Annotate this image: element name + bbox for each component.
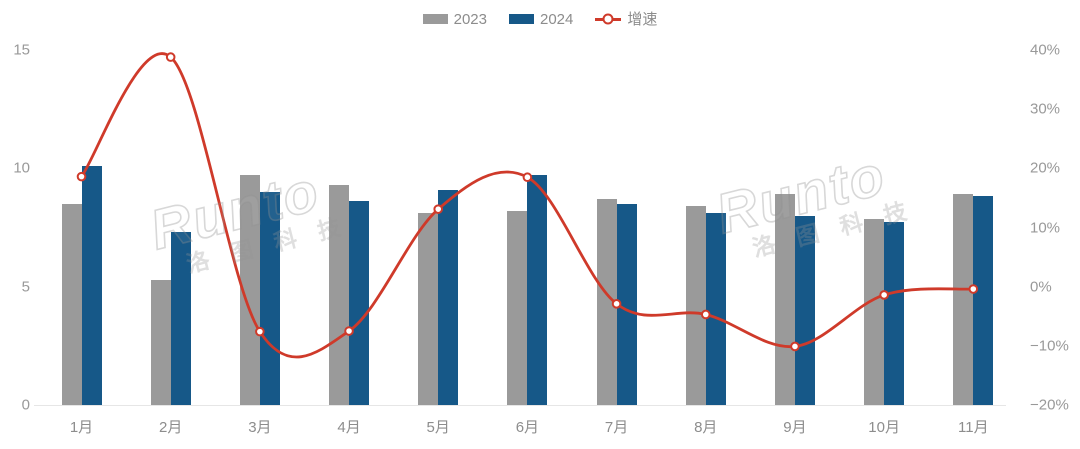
bar-2024-m10 — [884, 221, 905, 405]
y-right-tick-2: 20% — [1030, 159, 1061, 177]
x-tick-9: 9月 — [783, 419, 807, 436]
y-left-tick-5: 5 — [21, 278, 30, 296]
x-tick-3: 3月 — [248, 419, 272, 436]
bar-2023-m3 — [239, 175, 260, 405]
x-tick-4: 4月 — [337, 419, 361, 436]
y-left-tick-0: 0 — [21, 396, 30, 414]
bar-2023-m2 — [150, 279, 171, 405]
bar-2024-m4 — [349, 201, 370, 405]
bar-2024-m9 — [794, 215, 815, 405]
bar-2024-m6 — [527, 175, 548, 405]
y-right-tick-6: −20% — [1030, 396, 1069, 414]
legend-item-growth[interactable]: 增速 — [595, 12, 657, 27]
x-tick-11: 11月 — [958, 419, 989, 436]
x-tick-10: 10月 — [868, 419, 900, 436]
bar-2023-m1 — [61, 203, 82, 405]
legend-swatch-icon — [508, 14, 534, 24]
legend-swatch-icon — [422, 14, 448, 24]
y-right-tick-3: 10% — [1030, 219, 1061, 236]
bar-2024-m1 — [81, 165, 102, 405]
legend-label: 2024 — [539, 10, 574, 28]
bar-2024-m8 — [705, 213, 726, 405]
bar-2024-m3 — [259, 192, 280, 405]
x-tick-5: 5月 — [426, 419, 450, 436]
x-tick-8: 8月 — [694, 419, 718, 436]
bar-2023-m7 — [596, 199, 617, 405]
x-axis-line — [34, 405, 1006, 406]
legend-line-icon — [595, 13, 622, 25]
bar-2023-m10 — [864, 219, 885, 405]
bar-2024-m7 — [616, 203, 637, 405]
x-tick-2: 2月 — [159, 419, 183, 436]
y-right-tick-0: 40% — [1030, 41, 1061, 59]
legend-label: 增速 — [627, 10, 658, 28]
bar-2023-m11 — [953, 194, 974, 405]
x-tick-1: 1月 — [69, 419, 94, 436]
legend-marker-dot-icon — [602, 13, 614, 25]
x-tick-7: 7月 — [604, 419, 629, 436]
legend-label: 2023 — [453, 10, 487, 28]
y-left-tick-15: 15 — [13, 41, 30, 59]
legend-item-2023[interactable]: 2023 — [422, 10, 487, 28]
growth-marker-m2 — [165, 52, 176, 62]
bar-2023-m4 — [329, 184, 350, 405]
bar-2023-m5 — [418, 213, 439, 405]
bar-2023-m9 — [774, 194, 795, 405]
y-right-tick-5: −10% — [1030, 337, 1069, 355]
bar-2023-m8 — [685, 206, 706, 405]
y-right-tick-4: 0% — [1030, 278, 1052, 296]
legend-item-2024[interactable]: 2024 — [508, 10, 574, 28]
y-right-tick-1: 30% — [1030, 100, 1061, 118]
legend: 2023 2024 增速 — [0, 8, 1080, 30]
bar-2024-m11 — [973, 195, 994, 405]
bar-2023-m6 — [507, 210, 528, 405]
bar-2024-m2 — [170, 232, 191, 405]
x-tick-6: 6月 — [515, 419, 540, 436]
y-left-tick-10: 10 — [13, 159, 30, 177]
bar-2024-m5 — [438, 189, 459, 405]
